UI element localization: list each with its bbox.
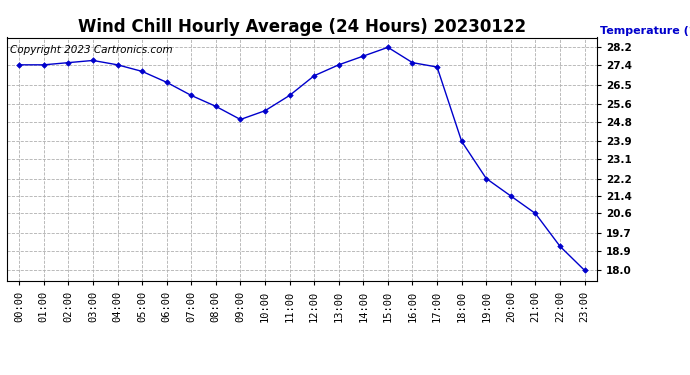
Text: Copyright 2023 Cartronics.com: Copyright 2023 Cartronics.com — [10, 45, 172, 55]
Title: Wind Chill Hourly Average (24 Hours) 20230122: Wind Chill Hourly Average (24 Hours) 202… — [78, 18, 526, 36]
Text: Temperature (°F): Temperature (°F) — [600, 26, 690, 36]
